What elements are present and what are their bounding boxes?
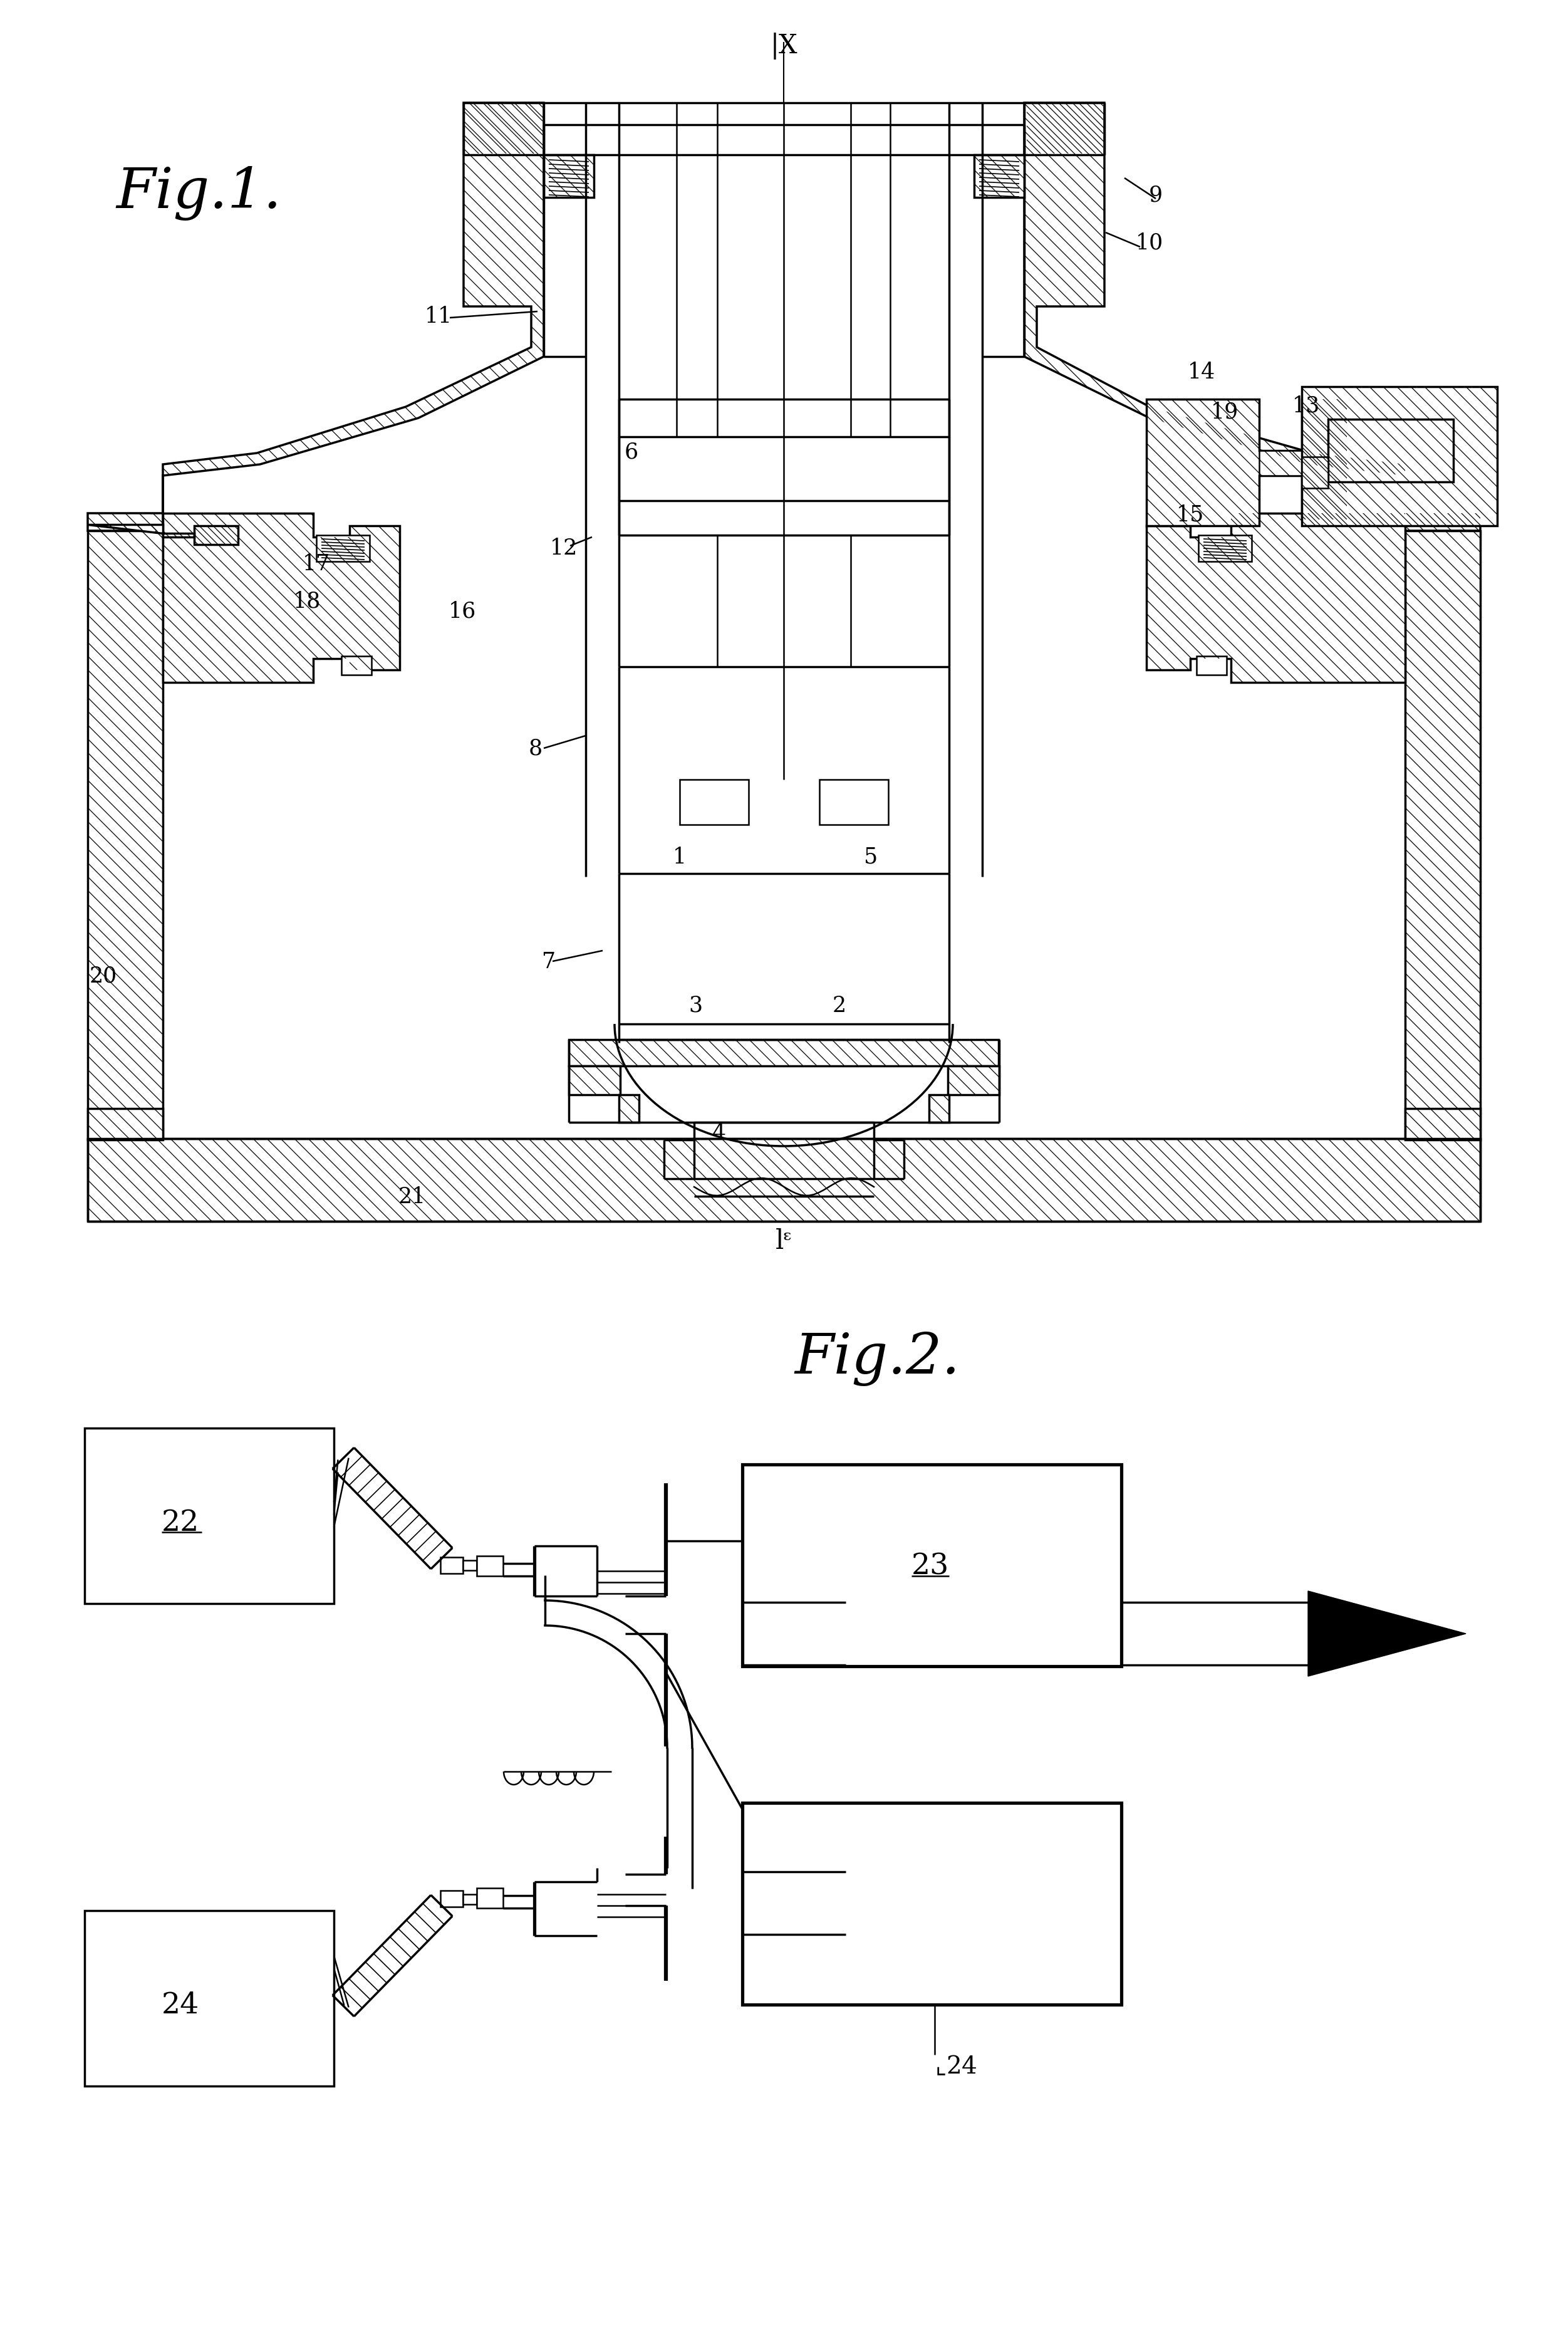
Bar: [88, 1108, 163, 1141]
Polygon shape: [1146, 399, 1347, 526]
Text: |X: |X: [770, 33, 798, 59]
Bar: [1405, 1108, 1480, 1141]
Text: 12: 12: [550, 538, 577, 559]
Text: 7: 7: [541, 951, 555, 972]
Bar: [477, 1888, 503, 1909]
Text: 8: 8: [528, 737, 543, 758]
Text: 10: 10: [1135, 232, 1163, 254]
Polygon shape: [1024, 103, 1480, 531]
Text: 23: 23: [911, 1552, 949, 1580]
Polygon shape: [544, 155, 594, 197]
Polygon shape: [569, 1066, 621, 1094]
Polygon shape: [1301, 387, 1497, 526]
Text: 21: 21: [398, 1186, 426, 1207]
Bar: [742, 1465, 1121, 1667]
Bar: [820, 780, 889, 824]
Text: Fig.1.: Fig.1.: [116, 167, 281, 221]
Text: 15: 15: [1176, 505, 1204, 526]
Polygon shape: [947, 1066, 999, 1094]
Text: lᵋ: lᵋ: [775, 1228, 792, 1254]
Bar: [441, 1557, 463, 1573]
Bar: [1259, 451, 1301, 477]
Text: 24: 24: [162, 1991, 199, 2019]
Text: 2: 2: [833, 996, 847, 1017]
Bar: [317, 535, 370, 561]
Polygon shape: [569, 1040, 999, 1066]
Text: 1: 1: [673, 845, 687, 869]
Text: 4: 4: [712, 1122, 726, 1143]
Bar: [1301, 458, 1328, 488]
Bar: [1196, 657, 1226, 676]
Bar: [679, 780, 748, 824]
Polygon shape: [1308, 1592, 1466, 1676]
Text: 14: 14: [1187, 362, 1215, 383]
Polygon shape: [928, 1094, 949, 1122]
Text: Fig.2.: Fig.2.: [795, 1331, 960, 1385]
Text: $\llcorner$24: $\llcorner$24: [935, 2054, 977, 2078]
Text: 17: 17: [303, 554, 331, 575]
Polygon shape: [88, 531, 163, 1139]
Bar: [85, 1428, 334, 1604]
Bar: [477, 1557, 503, 1576]
Bar: [1328, 420, 1454, 481]
Polygon shape: [88, 1139, 1480, 1221]
Polygon shape: [974, 155, 1024, 197]
Text: 19: 19: [1210, 402, 1239, 423]
Bar: [742, 1803, 1121, 2005]
Bar: [342, 657, 372, 676]
Text: 18: 18: [293, 592, 321, 613]
Bar: [463, 1895, 477, 1904]
Bar: [85, 1911, 334, 2085]
Polygon shape: [88, 526, 238, 545]
Bar: [441, 1890, 463, 1907]
Polygon shape: [464, 106, 543, 155]
Text: 9: 9: [1149, 185, 1163, 207]
Bar: [463, 1561, 477, 1571]
Text: 16: 16: [448, 601, 477, 622]
Text: 20: 20: [89, 965, 118, 986]
Bar: [1198, 535, 1251, 561]
Text: 13: 13: [1292, 394, 1320, 416]
Text: 3: 3: [688, 996, 702, 1017]
Text: 5: 5: [864, 845, 878, 869]
Text: 11: 11: [425, 305, 453, 326]
Text: 6: 6: [624, 441, 638, 463]
Polygon shape: [1027, 106, 1104, 155]
Polygon shape: [619, 1094, 640, 1122]
Polygon shape: [163, 514, 400, 683]
Polygon shape: [1146, 514, 1405, 683]
Polygon shape: [88, 103, 544, 531]
Text: 22: 22: [162, 1507, 199, 1536]
Polygon shape: [1405, 531, 1480, 1139]
